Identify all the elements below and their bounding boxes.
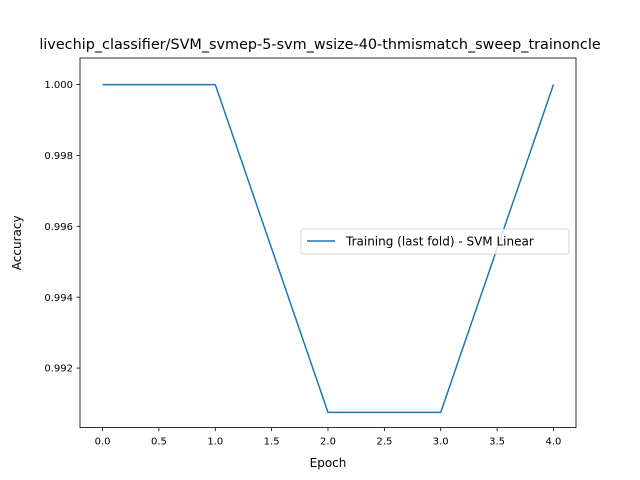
x-tick-label: 3.0 xyxy=(433,437,449,448)
x-tick-label: 2.0 xyxy=(320,437,336,448)
x-tick-label: 2.5 xyxy=(376,437,392,448)
x-tick-label: 1.0 xyxy=(207,437,223,448)
chart-title: livechip_classifier/SVM_svmep-5-svm_wsiz… xyxy=(39,37,601,53)
legend-frame xyxy=(300,228,570,255)
legend-entry-label: Training (last fold) - SVM Linear xyxy=(345,235,534,249)
y-tick-label: 1.000 xyxy=(44,80,73,91)
x-axis: 0.0 0.5 1.0 1.5 2.0 2.5 3.0 3.5 4.0 xyxy=(95,427,562,448)
x-tick-label: 0.5 xyxy=(151,437,167,448)
y-tick-label: 0.996 xyxy=(44,222,73,233)
x-tick-label: 1.5 xyxy=(264,437,280,448)
plot-area-frame xyxy=(79,57,577,429)
x-tick-label: 4.0 xyxy=(546,437,562,448)
legend: Training (last fold) - SVM Linear xyxy=(300,228,570,255)
series-line xyxy=(102,83,555,414)
y-tick-label: 0.998 xyxy=(44,151,73,162)
plot-series xyxy=(102,83,555,414)
x-tick-label: 0.0 xyxy=(95,437,111,448)
y-axis-label: Accuracy xyxy=(10,215,24,270)
x-axis-label: Epoch xyxy=(310,456,347,470)
x-tick-label: 3.5 xyxy=(489,437,505,448)
y-axis: 0.992 0.994 0.996 0.998 1.000 xyxy=(44,80,80,375)
y-tick-label: 0.994 xyxy=(44,293,73,304)
y-tick-label: 0.992 xyxy=(44,364,73,375)
